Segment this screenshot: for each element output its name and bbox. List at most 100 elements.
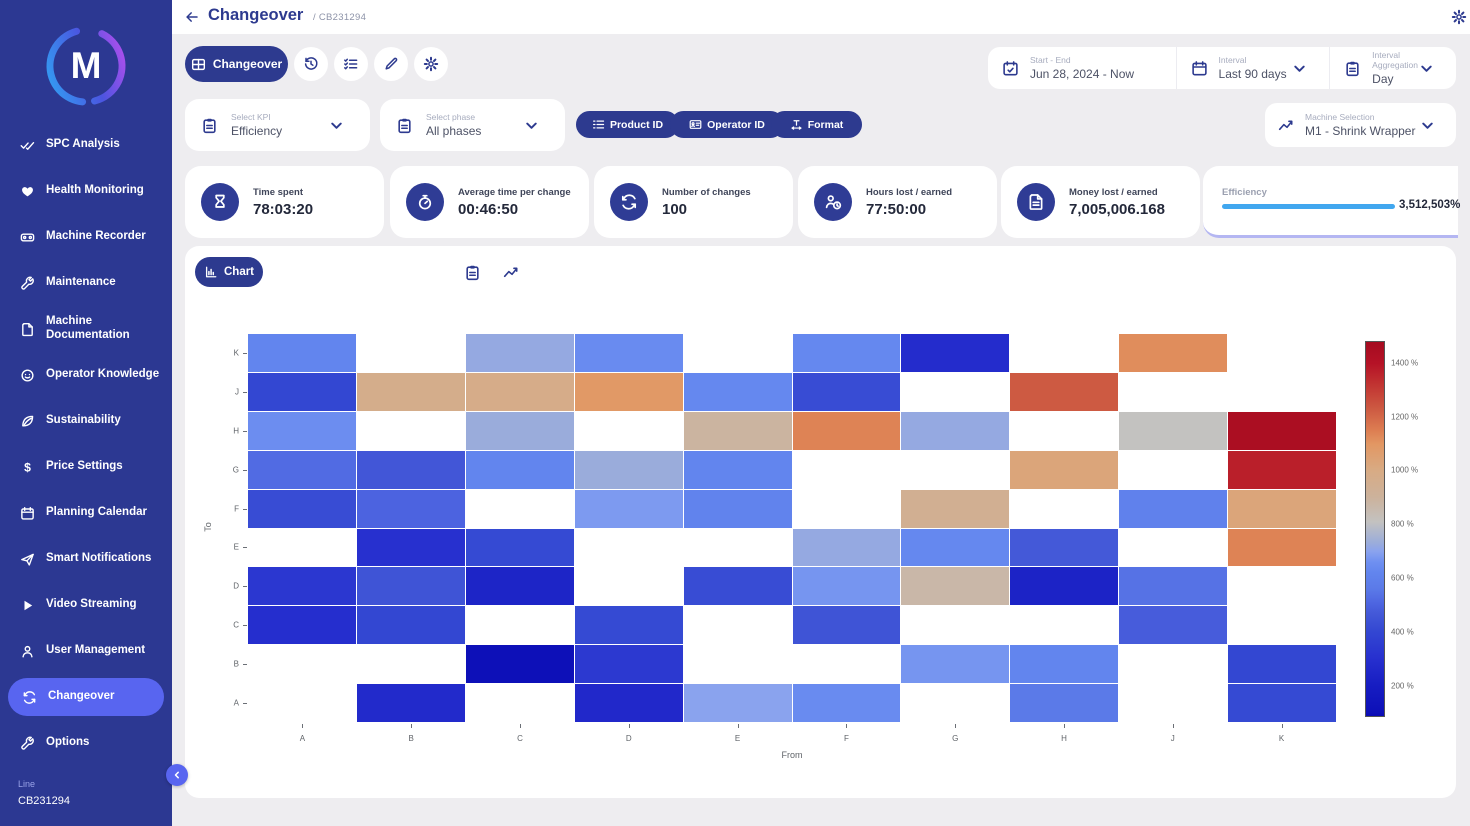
wrench-icon bbox=[20, 276, 35, 291]
interval-value: Last 90 days bbox=[1218, 67, 1287, 81]
sidebar-item-label: Operator Knowledge bbox=[46, 368, 160, 381]
money-file-icon bbox=[1027, 193, 1045, 211]
x-tick-label: F bbox=[843, 734, 849, 743]
sidebar-item-price-settings[interactable]: $ Price Settings bbox=[0, 444, 172, 490]
page-title: Changeover bbox=[208, 6, 304, 24]
date-range-select[interactable]: Start - End Jun 28, 2024 - Now bbox=[988, 47, 1176, 89]
heatmap-cell-from-B-to-G bbox=[356, 450, 465, 489]
y-tick-mark bbox=[243, 431, 247, 432]
heatmap-cell-from-D-to-G bbox=[574, 450, 683, 489]
heatmap-cell-from-A-to-K bbox=[248, 334, 356, 372]
heatmap-cell-from-G-to-E bbox=[901, 528, 1010, 567]
sidebar-item-machine-recorder[interactable]: Machine Recorder bbox=[0, 214, 172, 260]
sidebar-item-planning-calendar[interactable]: Planning Calendar bbox=[0, 490, 172, 536]
checklist-icon bbox=[343, 56, 359, 72]
machine-select[interactable]: Machine Selection M1 - Shrink Wrapper bbox=[1265, 103, 1456, 147]
options-button[interactable] bbox=[414, 47, 448, 81]
heatmap-cell-from-H-to-G bbox=[1010, 450, 1119, 489]
sidebar-item-label: Options bbox=[46, 736, 90, 749]
sidebar-item-spc-analysis[interactable]: SPC Analysis bbox=[0, 122, 172, 168]
sidebar-item-operator-knowledge[interactable]: Operator Knowledge bbox=[0, 352, 172, 398]
y-tick-label: H bbox=[233, 426, 239, 436]
heatmap-cell-from-H-to-E bbox=[1010, 528, 1119, 567]
y-tick-label: F bbox=[234, 504, 239, 514]
stopwatch-icon bbox=[416, 193, 434, 211]
heatmap-cell-from-H-to-J bbox=[1010, 372, 1119, 411]
y-tick-label: E bbox=[233, 542, 239, 552]
interval-select[interactable]: Interval Last 90 days bbox=[1175, 47, 1330, 89]
heatmap-cell-from-K-to-J bbox=[1228, 373, 1336, 411]
heatmap-cell-from-F-to-G bbox=[793, 451, 901, 489]
sidebar-item-user-management[interactable]: User Management bbox=[0, 628, 172, 674]
heatmap-cell-from-J-to-J bbox=[1119, 373, 1227, 411]
heatmap-plot bbox=[248, 334, 1336, 722]
heatmap-cell-from-F-to-B bbox=[793, 645, 901, 683]
trend-view-button[interactable] bbox=[503, 264, 520, 281]
heatmap-cell-from-B-to-A bbox=[356, 684, 465, 722]
settings-gear-button[interactable] bbox=[1451, 9, 1467, 25]
heatmap-cell-from-J-to-A bbox=[1119, 684, 1227, 722]
heatmap-cell-from-F-to-A bbox=[792, 684, 901, 722]
colorbar-tick-label: 400 % bbox=[1391, 627, 1414, 637]
heatmap-cell-from-B-to-H bbox=[357, 412, 465, 450]
cycle-icon bbox=[620, 193, 638, 211]
chart-card: Chart K J H G F E D C B A A B C D E F G … bbox=[185, 246, 1456, 798]
heatmap-cell-from-C-to-D bbox=[465, 567, 574, 606]
chart-tab-button[interactable]: Chart bbox=[195, 257, 263, 287]
play-icon bbox=[20, 598, 35, 613]
heatmap-cell-from-A-to-A bbox=[248, 684, 356, 722]
x-tick-mark bbox=[955, 724, 957, 728]
trend-line-icon bbox=[1278, 117, 1295, 134]
checklist-button[interactable] bbox=[334, 47, 368, 81]
kpi-label: Hours lost / earned bbox=[866, 186, 953, 198]
kpi-select[interactable]: Select KPI Efficiency bbox=[185, 99, 370, 151]
history-button[interactable] bbox=[294, 47, 328, 81]
line-value: CB231294 bbox=[18, 795, 70, 807]
product-id-button[interactable]: Product ID bbox=[576, 111, 679, 138]
changeover-tab-button[interactable]: Changeover bbox=[185, 46, 288, 82]
kpi-label: Time spent bbox=[253, 186, 303, 198]
y-axis-title: To bbox=[202, 522, 213, 532]
sidebar-item-options[interactable]: Options bbox=[0, 720, 172, 766]
heatmap-cell-from-D-to-E bbox=[575, 529, 683, 567]
table-view-button[interactable] bbox=[464, 264, 481, 281]
sidebar-item-health-monitoring[interactable]: Health Monitoring bbox=[0, 168, 172, 214]
face-icon bbox=[20, 368, 35, 383]
y-tick-label: D bbox=[233, 581, 239, 591]
sidebar-collapse-button[interactable] bbox=[166, 764, 188, 786]
aggregation-select[interactable]: Interval Aggregation Day bbox=[1329, 47, 1456, 89]
heatmap-cell-from-C-to-J bbox=[465, 372, 574, 411]
sidebar-item-maintenance[interactable]: Maintenance bbox=[0, 260, 172, 306]
back-button[interactable] bbox=[184, 9, 200, 25]
app-logo: M bbox=[40, 22, 132, 110]
changeover-tab-label: Changeover bbox=[212, 57, 283, 71]
kpi-icon-badge bbox=[1017, 183, 1055, 221]
date-controls-card: Start - End Jun 28, 2024 - Now Interval … bbox=[988, 47, 1456, 89]
sidebar-item-label: Health Monitoring bbox=[46, 184, 144, 197]
document-icon bbox=[20, 322, 35, 337]
sidebar-item-label: Changeover bbox=[48, 690, 115, 703]
chart-tab-label: Chart bbox=[223, 266, 255, 278]
sidebar-item-sustainability[interactable]: Sustainability bbox=[0, 398, 172, 444]
colorbar bbox=[1365, 341, 1385, 717]
format-button[interactable]: Format bbox=[771, 111, 862, 138]
heatmap-cell-from-C-to-H bbox=[465, 411, 574, 450]
sidebar-item-smart-notifications[interactable]: Smart Notifications bbox=[0, 536, 172, 582]
machine-select-label: Machine Selection bbox=[1305, 112, 1375, 122]
leaf-icon bbox=[20, 414, 35, 429]
heatmap-cell-from-E-to-J bbox=[683, 372, 792, 411]
sidebar-item-changeover[interactable]: Changeover bbox=[8, 678, 164, 716]
heatmap-cell-from-K-to-H bbox=[1228, 411, 1336, 450]
edit-button[interactable] bbox=[374, 47, 408, 81]
operator-id-button[interactable]: Operator ID bbox=[670, 111, 784, 138]
colorbar-tick-label: 1000 % bbox=[1391, 465, 1419, 475]
sidebar-item-video-streaming[interactable]: Video Streaming bbox=[0, 582, 172, 628]
sidebar: M SPC Analysis Health Monitoring Machine… bbox=[0, 0, 172, 826]
sidebar-item-machine-documentation[interactable]: Machine Documentation bbox=[0, 306, 172, 352]
aggregation-label: Interval Aggregation bbox=[1372, 50, 1419, 70]
heatmap-cell-from-E-to-K bbox=[684, 334, 792, 372]
phase-select[interactable]: Select phase All phases bbox=[380, 99, 565, 151]
heatmap-cell-from-G-to-J bbox=[901, 373, 1009, 411]
heatmap-cell-from-K-to-F bbox=[1228, 489, 1336, 528]
